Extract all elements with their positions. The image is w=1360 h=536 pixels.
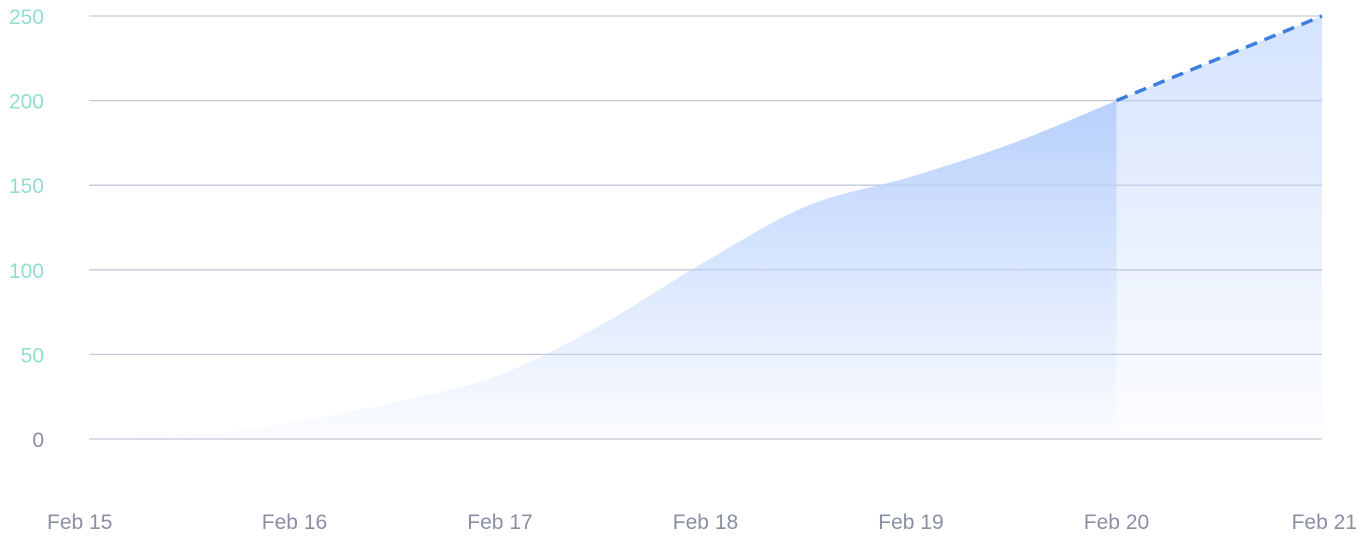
x-tick-label: Feb 18: [673, 511, 738, 534]
area-series: [89, 16, 1322, 439]
x-axis-ticks: Feb 15 Feb 16 Feb 17 Feb 18 Feb 19 Feb 20 Feb …: [47, 511, 1357, 534]
x-tick-label: Feb 16: [262, 511, 327, 534]
y-axis-ticks: 0 50 100 150 200 250: [9, 6, 44, 452]
x-tick-label: Feb 19: [878, 511, 943, 534]
y-tick-label: 0: [32, 429, 44, 452]
x-tick-label: Feb 15: [47, 511, 112, 534]
x-tick-label: Feb 21: [1292, 511, 1357, 534]
y-tick-label: 50: [21, 344, 44, 367]
x-tick-label: Feb 20: [1084, 511, 1149, 534]
y-tick-label: 150: [9, 175, 44, 198]
y-tick-label: 100: [9, 260, 44, 283]
x-tick-label: Feb 17: [467, 511, 532, 534]
y-tick-label: 250: [9, 6, 44, 29]
area-series-main: [89, 100, 1117, 439]
area-series-projection: [1116, 16, 1322, 439]
y-tick-label: 200: [9, 91, 44, 114]
projection-dashed-line: [1115, 14, 1323, 103]
projection-lines: [1115, 14, 1323, 103]
